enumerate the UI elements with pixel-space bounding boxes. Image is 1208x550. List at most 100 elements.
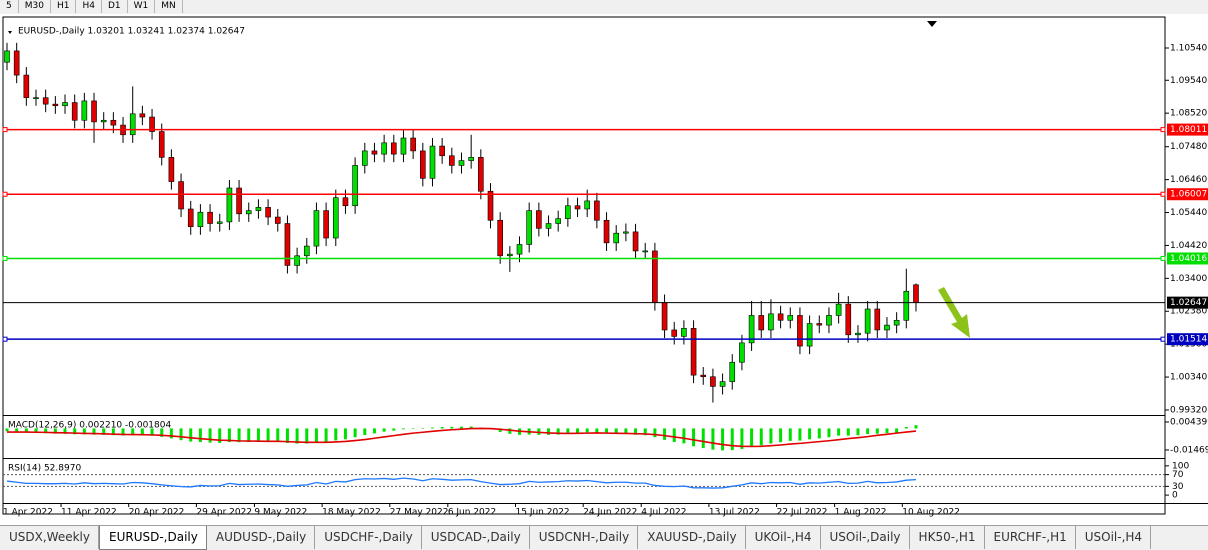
price-tick-label: 1.00340: [1170, 373, 1207, 383]
macd-bar: [92, 428, 96, 435]
macd-bar: [701, 428, 705, 449]
macd-bar: [421, 428, 425, 429]
macd-bar: [314, 428, 318, 443]
level-label: 1.06007: [1170, 190, 1207, 200]
chart-tab[interactable]: XAUUSD-,Daily: [638, 526, 746, 549]
macd-bar: [595, 428, 599, 433]
macd-bar: [430, 427, 434, 429]
chart-tab[interactable]: UKOil-,H4: [746, 526, 821, 549]
macd-bar: [44, 428, 48, 434]
timeframe-button[interactable]: M30: [19, 0, 51, 13]
chart-tab[interactable]: EURCHF-,H1: [985, 526, 1076, 549]
time-label: 6 Jun 2022: [448, 508, 496, 518]
timeframe-button[interactable]: 5: [0, 0, 19, 13]
chart-tab[interactable]: HK50-,H1: [910, 526, 985, 549]
chart-tab[interactable]: USOil-,Daily: [821, 526, 910, 549]
macd-bar: [450, 426, 454, 429]
macd-bar: [798, 428, 802, 441]
time-label: 18 May 2022: [322, 508, 381, 518]
current-price-label: 1.02647: [1170, 298, 1207, 308]
time-label: 1 Aug 2022: [835, 508, 887, 518]
macd-bar: [663, 428, 667, 440]
candle-body: [690, 328, 697, 376]
chart-tab[interactable]: USDCHF-,Daily: [315, 526, 422, 549]
macd-bar: [750, 428, 754, 447]
candle-body: [100, 119, 107, 123]
macd-bar: [169, 428, 173, 439]
timeframe-button[interactable]: H4: [76, 0, 102, 13]
candle-body: [632, 231, 639, 252]
candle-body: [478, 157, 484, 192]
chart-tab[interactable]: EURUSD-,Daily: [99, 526, 207, 550]
candle-body: [816, 323, 823, 326]
level-label: 1.04016: [1170, 254, 1207, 264]
level-line-handle: [2, 127, 8, 133]
candle-body: [536, 210, 542, 229]
level-label: 1.08011: [1170, 125, 1207, 135]
candle-body: [420, 150, 426, 179]
macd-label: MACD(12,26,9) 0.002210 -0.001804: [8, 421, 171, 431]
chart-tab[interactable]: USDCNH-,Daily: [530, 526, 639, 549]
macd-bar: [498, 428, 502, 432]
chart-tab[interactable]: USDCAD-,Daily: [422, 526, 530, 549]
price-tick-label: 1.08520: [1170, 109, 1207, 119]
timeframe-button[interactable]: MN: [155, 0, 183, 13]
macd-bar: [63, 428, 67, 434]
candle-body: [313, 210, 320, 247]
macd-tick-label: -0.014697: [1170, 445, 1208, 455]
time-label: 1 Apr 2022: [3, 508, 53, 518]
candle-body: [864, 308, 871, 334]
macd-bar: [653, 428, 657, 438]
chart-tab[interactable]: USDX,Weekly: [0, 526, 99, 549]
timeframe-button[interactable]: H1: [51, 0, 77, 13]
timeframe-button[interactable]: D1: [102, 0, 128, 13]
price-tick-label: 1.02380: [1170, 307, 1207, 317]
candle-body: [787, 315, 794, 321]
candle-body: [748, 315, 755, 344]
candle-body: [52, 103, 59, 107]
macd-bar: [576, 428, 580, 434]
macd-bar: [846, 428, 850, 436]
header-arrow: [8, 31, 12, 34]
trend-arrow: [938, 287, 970, 338]
macd-bar: [827, 428, 831, 438]
chart-tab[interactable]: AUDUSD-,Daily: [207, 526, 316, 549]
candle-body: [710, 376, 716, 387]
candle-body: [623, 231, 629, 234]
candle-body: [62, 102, 68, 107]
time-label: 4 Jul 2022: [641, 508, 686, 518]
macd-bar: [363, 428, 367, 436]
macd-bar: [227, 428, 231, 443]
macd-bar: [179, 428, 183, 441]
candle-body: [487, 190, 494, 221]
shift-marker: [927, 21, 937, 27]
candle-body: [797, 315, 803, 347]
macd-bar: [788, 428, 792, 441]
macd-signal: [7, 427, 917, 448]
timeframe-button[interactable]: W1: [128, 0, 156, 13]
price-tick-label: 1.10540: [1170, 44, 1207, 54]
chart-tab[interactable]: USOil-,H4: [1076, 526, 1152, 549]
macd-bar: [459, 426, 463, 429]
candle-body: [449, 155, 455, 166]
macd-bar: [711, 428, 715, 450]
macd-bar: [392, 428, 396, 431]
macd-bar: [508, 428, 512, 434]
macd-bar: [140, 428, 144, 436]
level-line-handle: [1160, 127, 1166, 133]
level-line-handle: [1160, 191, 1166, 197]
macd-bar: [102, 428, 106, 435]
candle-body: [274, 216, 281, 224]
candle-body: [826, 315, 832, 326]
candle-body: [342, 197, 349, 207]
macd-bar: [837, 428, 841, 436]
rsi-tick-label: 30: [1172, 482, 1184, 492]
price-tick-label: 0.99320: [1170, 405, 1207, 415]
candle-body: [332, 197, 339, 239]
macd-bar: [276, 428, 280, 442]
macd-bar: [556, 428, 560, 435]
candle-body: [139, 113, 146, 118]
macd-bar: [82, 428, 86, 435]
macd-bar: [343, 428, 347, 440]
